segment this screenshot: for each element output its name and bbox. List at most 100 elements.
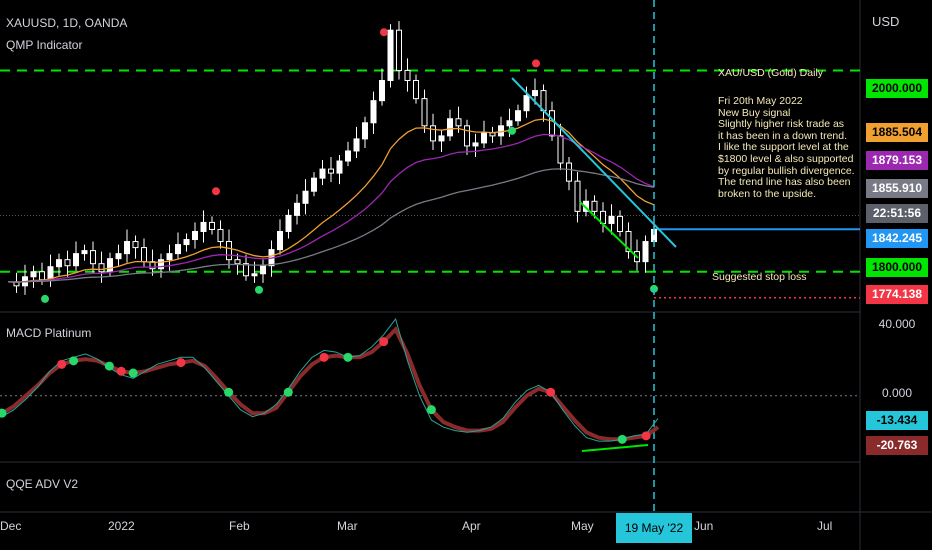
qqe-pane-title: QQE ADV V2 [6, 477, 79, 491]
candle-body [226, 241, 232, 261]
candle-body [362, 122, 368, 140]
annotation-line: New Buy signal [718, 106, 791, 119]
macd-sell-dot [641, 431, 651, 441]
sell-signal-dot [212, 187, 220, 196]
candle-body [183, 239, 190, 246]
ema-fast-line [7, 118, 655, 283]
candle-body [285, 214, 292, 232]
macd-buy-dot [69, 356, 79, 366]
symbol-title: XAUUSD, 1D, OANDA [6, 16, 128, 30]
candle-body [64, 259, 71, 267]
annotation-line: The trend line has also been [718, 176, 851, 189]
candle-body [345, 150, 351, 162]
macd-sell-dot [176, 358, 186, 368]
candle-body [243, 263, 249, 277]
price-label-1800: 1800.000 [866, 258, 928, 277]
annotation-line: broken to the upside. [718, 187, 817, 200]
candle-body [370, 100, 377, 124]
candle-body [498, 125, 504, 137]
candle-body [447, 118, 453, 137]
candle-body [625, 230, 632, 253]
candle-body [90, 250, 96, 265]
candle-body [438, 135, 445, 142]
channel-support-line [579, 201, 639, 259]
buy-signal-dot [255, 285, 263, 294]
candle-body [515, 110, 521, 122]
macd-sell-dot [57, 359, 67, 369]
macd-pane-title: MACD Platinum [6, 326, 92, 340]
countdown-label: 22:51:56 [866, 204, 928, 223]
x-tick-label: Jun [694, 519, 714, 533]
candle-body [81, 250, 88, 255]
candle-body [642, 241, 649, 263]
candle-body [455, 118, 462, 127]
buy-signal-dot [508, 126, 516, 135]
ema-slow-line [7, 168, 655, 283]
candle-body [73, 253, 79, 267]
macd-buy-dot [283, 387, 293, 397]
candle-body [277, 230, 283, 251]
currency-label: USD [872, 14, 900, 29]
macd-label-0: 0.000 [866, 384, 928, 403]
macd-buy-dot [224, 387, 234, 397]
annotation-title: XAU/USD (Gold) Daily [718, 67, 824, 79]
macd-buy-dot [343, 352, 353, 362]
macd-signal-line [0, 325, 660, 442]
macd-sell-dot [116, 366, 126, 376]
x-tick-label: Mar [337, 519, 358, 533]
bullish-divergence-line [581, 444, 649, 452]
x-tick-label: Dec [0, 519, 22, 533]
candle-body [234, 259, 241, 265]
candle-body [149, 261, 156, 270]
sell-signal-dot [380, 28, 388, 37]
macd-sell-dot [379, 337, 389, 347]
candle-body [200, 221, 207, 232]
candle-body [591, 200, 598, 212]
indicator-name: QMP Indicator [6, 38, 83, 52]
candle-body [387, 29, 394, 82]
macd-buy-dot [128, 368, 138, 378]
annotation-text: Fri 20th May 2022 New Buy signal Slightl… [718, 95, 855, 200]
price-label-2000: 2000.000 [866, 79, 928, 98]
candle-body [166, 253, 173, 261]
candle-body [464, 125, 470, 147]
macd-label-line: -13.434 [866, 411, 928, 430]
candle-body [107, 258, 113, 273]
candle-body [421, 98, 428, 127]
candle-body [217, 228, 224, 243]
candle-body [379, 80, 385, 102]
candle-body [141, 247, 147, 263]
x-tick-label: Apr [462, 519, 481, 533]
annotation-line: by regular bullish divergence. [718, 164, 855, 177]
candle-body [617, 215, 623, 232]
x-tick-label: Feb [229, 519, 250, 533]
candle-body [328, 168, 334, 174]
x-tick-label: May [571, 519, 594, 533]
candle-body [413, 80, 419, 100]
price-label-ema-slow: 1855.910 [866, 179, 928, 198]
current-price-label: 1842.245 [866, 229, 928, 248]
candle-body [98, 263, 105, 273]
buy-signal-dot [41, 294, 49, 303]
candle-body [336, 160, 343, 174]
price-label-ema-fast: 1885.504 [866, 123, 928, 142]
macd-sell-dot [546, 387, 556, 397]
x-tick-label: Jul [817, 519, 833, 533]
candle-body [260, 265, 266, 275]
candle-body [124, 241, 130, 255]
macd-line [1, 317, 659, 442]
candle-body [353, 138, 360, 152]
price-label-stop: 1774.138 [866, 285, 928, 304]
candle-body [404, 69, 411, 82]
x-tick-label: 2022 [108, 519, 135, 533]
candle-body [532, 90, 538, 97]
candle-body [302, 190, 309, 204]
candle-body [396, 29, 402, 71]
macd-sell-dot [319, 352, 329, 362]
candle-body [30, 271, 37, 278]
macd-buy-dot [426, 405, 436, 415]
candle-body [251, 273, 258, 277]
macd-buy-dot [0, 408, 7, 418]
annotation-line: I like the support level at the [718, 141, 849, 154]
